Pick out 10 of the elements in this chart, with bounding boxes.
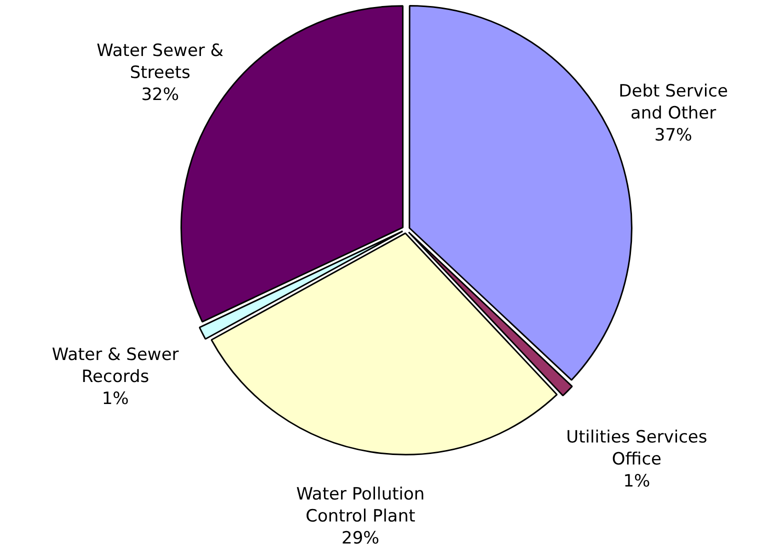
data-label: 1% [102, 389, 129, 410]
data-label: 29% [342, 528, 380, 549]
slice-label: Water Pollution Control Plant [296, 484, 425, 527]
data-label: 37% [654, 125, 692, 146]
data-label: 1% [623, 472, 650, 492]
slice-label: Debt Service and Other [618, 81, 728, 124]
slice-label: Utilities Services Office [566, 428, 708, 470]
data-label: 32% [141, 84, 179, 105]
slice-label: Water Sewer & Streets [96, 40, 224, 83]
slice-label: Water & Sewer Records [52, 345, 179, 388]
